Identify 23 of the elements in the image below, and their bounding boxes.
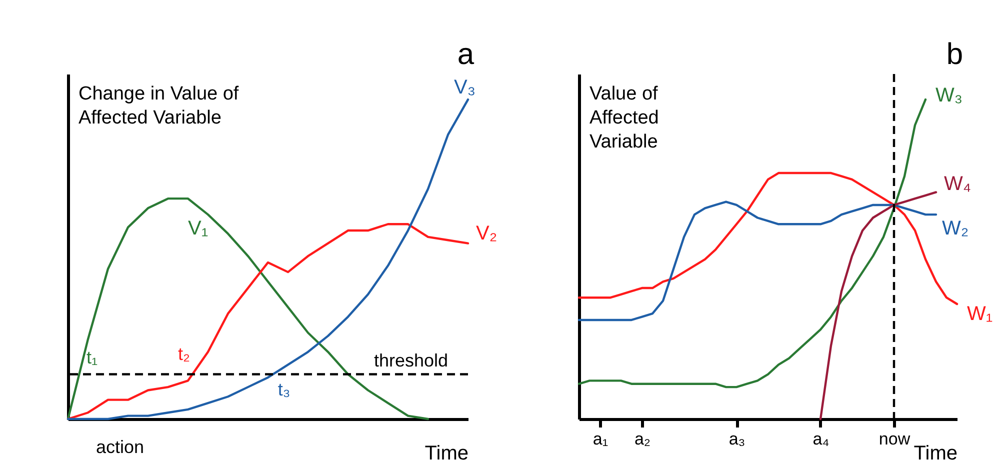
series-label: W₁ xyxy=(967,303,993,325)
x-tick-label: a₄ xyxy=(812,430,830,448)
chart-title: b xyxy=(946,38,963,71)
series-label: V₂ xyxy=(476,222,498,244)
x-tick-label: a₂ xyxy=(634,430,651,448)
text: action xyxy=(96,436,144,457)
y-axis-title: Value of Affected Variable xyxy=(590,84,659,152)
series-label: V₃ xyxy=(454,76,476,99)
series-label: W₂ xyxy=(942,218,969,240)
chart-title: a xyxy=(457,38,474,71)
series-label: V₁ xyxy=(188,218,208,240)
x-tick-label: a₁ xyxy=(592,430,608,448)
x-axis-title: Time xyxy=(914,442,958,464)
ref-line-label: threshold xyxy=(374,350,448,370)
x-tick-label: a₃ xyxy=(728,430,746,448)
series-label: W₃ xyxy=(936,84,963,107)
y-axis-title: Change in Value of Affected Variable xyxy=(78,84,240,128)
series-label: W₄ xyxy=(944,173,972,196)
annotation: t₁ xyxy=(86,347,98,368)
annotation: t₂ xyxy=(178,344,190,364)
x-tick-label: now xyxy=(878,430,911,448)
annotation: t₃ xyxy=(278,379,290,400)
x-axis-title: Time xyxy=(424,442,468,464)
